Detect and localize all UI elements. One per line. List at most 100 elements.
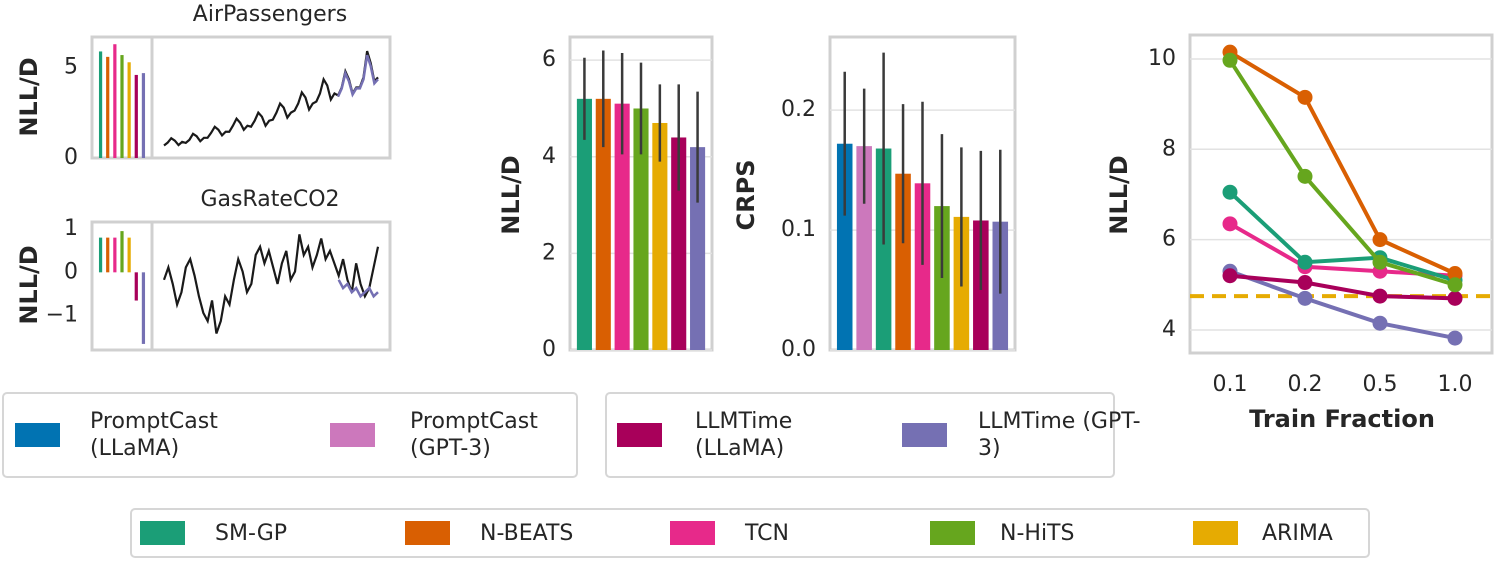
plot-frame bbox=[150, 220, 392, 352]
y-tick-label: 0.1 bbox=[781, 217, 816, 242]
bar bbox=[652, 122, 668, 350]
bar bbox=[895, 173, 911, 350]
series-line bbox=[1228, 59, 1456, 287]
y-tick-label: 6 bbox=[1162, 227, 1176, 252]
bar bbox=[141, 73, 146, 158]
legend-label: SM-GP bbox=[215, 520, 288, 546]
bar bbox=[134, 272, 138, 301]
y-tick-label: 0 bbox=[542, 337, 556, 362]
x-tick-label: 0.2 bbox=[1288, 372, 1323, 397]
legend-swatch bbox=[330, 423, 375, 447]
point bbox=[1222, 268, 1238, 284]
point bbox=[1372, 315, 1388, 331]
point bbox=[1222, 184, 1238, 200]
bar bbox=[120, 231, 124, 273]
y-tick-label: 0 bbox=[64, 145, 78, 170]
plot-frame bbox=[150, 35, 392, 160]
bar bbox=[134, 74, 138, 158]
y-tick-label: 0.2 bbox=[781, 97, 816, 122]
legend bbox=[130, 508, 1370, 558]
chart-title: GasRateCO2 bbox=[200, 187, 339, 212]
x-tick-label: 0.5 bbox=[1363, 372, 1398, 397]
bar bbox=[633, 108, 649, 350]
point bbox=[1222, 216, 1238, 232]
y-tick-label: 6 bbox=[542, 47, 556, 72]
y-axis-label: CRPS bbox=[732, 160, 760, 231]
legend-swatch bbox=[902, 423, 947, 447]
legend-label: ARIMA bbox=[1262, 520, 1333, 546]
legend bbox=[2, 392, 578, 478]
bar bbox=[127, 62, 131, 158]
plot-frame bbox=[1188, 33, 1494, 355]
series-line bbox=[1229, 273, 1456, 301]
y-tick-label: 4 bbox=[542, 144, 556, 169]
bar bbox=[98, 237, 103, 273]
point bbox=[1297, 290, 1313, 306]
series-line bbox=[1228, 190, 1456, 283]
point bbox=[1297, 89, 1313, 105]
bar bbox=[106, 237, 110, 273]
point bbox=[1372, 288, 1388, 304]
y-tick-label: 2 bbox=[542, 240, 556, 265]
legend-label: LLMTime (LLaMA) bbox=[695, 409, 793, 461]
x-tick-label: 0.1 bbox=[1213, 372, 1248, 397]
y-axis-label: NLL/D bbox=[1105, 155, 1133, 234]
y-tick-label: 4 bbox=[1162, 317, 1176, 342]
x-tick-label: 1.0 bbox=[1438, 372, 1473, 397]
legend-swatch bbox=[930, 521, 975, 545]
legend-swatch bbox=[15, 423, 60, 447]
legend-swatch bbox=[405, 521, 450, 545]
point bbox=[1447, 277, 1463, 293]
point bbox=[1372, 232, 1388, 248]
bar bbox=[576, 98, 592, 350]
y-tick-label: 5 bbox=[64, 55, 78, 80]
legend-swatch bbox=[617, 423, 662, 447]
legend-swatch bbox=[140, 521, 185, 545]
legend bbox=[605, 392, 1115, 478]
bar bbox=[98, 51, 103, 158]
bar bbox=[690, 147, 706, 350]
y-tick-label: 0 bbox=[64, 259, 78, 284]
legend-label: N-BEATS bbox=[480, 520, 574, 546]
series-line bbox=[163, 50, 379, 147]
point bbox=[1297, 275, 1313, 291]
point bbox=[1447, 290, 1463, 306]
point bbox=[1447, 266, 1463, 281]
bar bbox=[113, 44, 117, 159]
chart-title: AirPassengers bbox=[193, 2, 347, 27]
series-line bbox=[337, 279, 379, 299]
series-line bbox=[1229, 222, 1456, 278]
series-line bbox=[1228, 50, 1456, 276]
legend-label: LLMTime (GPT-3) bbox=[978, 409, 1141, 461]
point bbox=[1222, 52, 1238, 68]
x-axis-label: Train Fraction bbox=[1249, 405, 1435, 433]
bar bbox=[614, 103, 630, 350]
bar bbox=[141, 272, 146, 344]
point bbox=[1372, 254, 1388, 270]
point bbox=[1297, 254, 1313, 270]
legend-swatch bbox=[1193, 521, 1238, 545]
bar bbox=[836, 143, 853, 350]
legend-swatch bbox=[670, 521, 715, 545]
y-tick-label: 10 bbox=[1148, 46, 1176, 71]
point bbox=[1297, 168, 1313, 184]
legend-label: PromptCast (LLaMA) bbox=[90, 409, 218, 461]
y-tick-label: 8 bbox=[1162, 136, 1176, 161]
legend-label: N-HiTS bbox=[1000, 520, 1075, 546]
bar bbox=[856, 146, 872, 350]
y-axis-label: NLL/D bbox=[15, 57, 43, 136]
bar bbox=[106, 56, 110, 158]
legend-label: PromptCast (GPT-3) bbox=[410, 409, 538, 461]
bar bbox=[113, 237, 117, 273]
series-line bbox=[336, 54, 379, 98]
y-axis-label: NLL/D bbox=[15, 245, 43, 324]
bar bbox=[120, 55, 124, 158]
point bbox=[1447, 330, 1463, 346]
series-line bbox=[1229, 269, 1456, 341]
bar bbox=[671, 137, 687, 350]
y-tick-label: 0.0 bbox=[781, 337, 816, 362]
bar bbox=[875, 148, 892, 350]
y-tick-label: −1 bbox=[46, 303, 78, 328]
legend-label: TCN bbox=[745, 520, 789, 546]
